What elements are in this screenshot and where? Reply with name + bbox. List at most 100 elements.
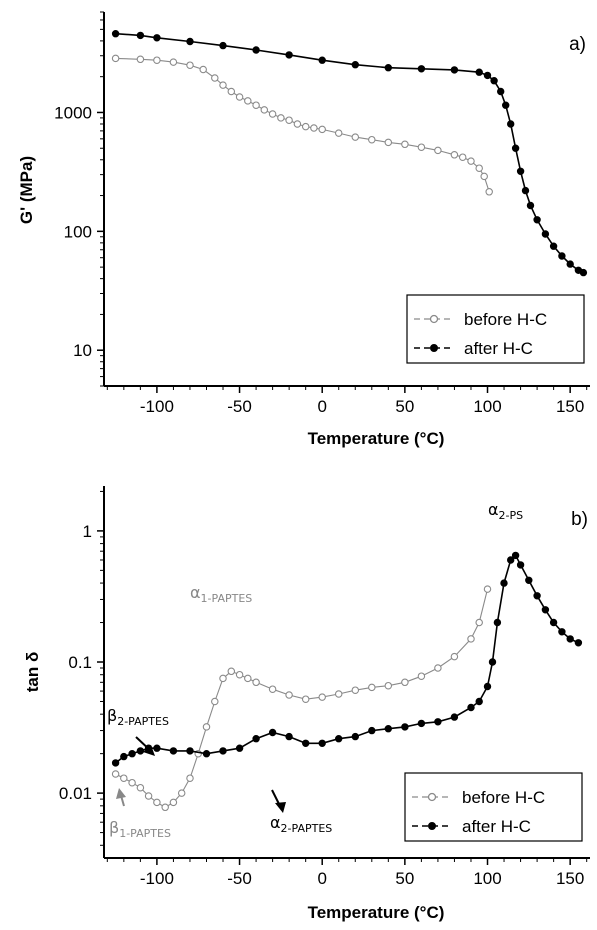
panel-b-x-axis-label: Temperature (°C) <box>308 903 445 922</box>
data-point-after-h-c <box>493 618 502 627</box>
data-point-after-h-c <box>434 718 442 726</box>
annotation-beta-2-paptes: β2-PAPTES <box>107 706 169 728</box>
data-point-before-h-c <box>186 774 194 782</box>
data-point-before-h-c <box>268 110 277 118</box>
data-point-after-h-c <box>511 144 520 152</box>
data-point-before-h-c <box>318 693 326 701</box>
series-line-after-h-c <box>115 32 584 274</box>
arrow-alpha2-paptes-head <box>275 802 286 813</box>
data-point-before-h-c <box>202 723 211 731</box>
panel-b-arrows <box>116 736 286 813</box>
data-point-before-h-c <box>111 54 120 63</box>
data-point-after-h-c <box>521 186 530 195</box>
data-point-after-h-c <box>202 750 211 758</box>
data-point-after-h-c <box>502 101 510 109</box>
data-point-after-h-c <box>153 744 161 752</box>
legend-marker-after <box>428 822 436 830</box>
data-point-after-h-c <box>136 747 145 755</box>
arrow-beta1-head <box>116 788 126 799</box>
data-point-after-h-c <box>219 747 227 755</box>
data-point-before-h-c <box>235 670 244 679</box>
data-point-after-h-c <box>566 635 574 643</box>
data-point-before-h-c <box>244 97 252 105</box>
data-point-after-h-c <box>483 682 492 691</box>
data-point-after-h-c <box>384 725 392 733</box>
x-tick-label: 150 <box>556 869 584 888</box>
data-point-before-h-c <box>450 652 459 661</box>
data-point-before-h-c <box>285 116 293 124</box>
data-point-after-h-c <box>318 739 326 747</box>
data-point-before-h-c <box>136 783 145 792</box>
data-point-before-h-c <box>458 153 467 161</box>
data-point-before-h-c <box>467 157 475 165</box>
panel-a-y-axis-label: G' (MPa) <box>17 156 36 224</box>
annotation-beta-1-paptes-sub: 1-PAPTES <box>119 827 171 840</box>
panel-b-y-axis-label: tan δ <box>23 652 42 693</box>
data-point-after-h-c <box>252 735 260 743</box>
data-point-before-h-c <box>301 695 310 703</box>
data-point-after-h-c <box>490 77 498 85</box>
data-point-after-h-c <box>549 242 558 250</box>
data-point-after-h-c <box>169 747 178 755</box>
data-point-after-h-c <box>111 759 120 767</box>
data-point-before-h-c <box>161 803 169 812</box>
panel-b: -100 -50 0 50 100 150 0.01 0.1 1 b) Temperature… <box>23 486 590 922</box>
data-point-before-h-c <box>177 789 186 797</box>
data-point-before-h-c <box>211 74 219 82</box>
data-point-before-h-c <box>368 135 376 144</box>
data-point-before-h-c <box>301 122 310 131</box>
x-tick-label: 0 <box>317 869 326 888</box>
data-point-after-h-c <box>136 31 145 40</box>
data-point-after-h-c <box>579 268 588 277</box>
data-point-after-h-c <box>268 728 277 737</box>
panel-b-legend: before H-C after H-C <box>404 772 583 842</box>
y-tick-label: 10 <box>73 341 92 360</box>
data-point-before-h-c <box>186 61 194 69</box>
data-point-before-h-c <box>384 681 393 690</box>
data-point-after-h-c <box>475 697 483 706</box>
data-point-after-h-c <box>558 252 566 260</box>
annotation-alpha-2-paptes-sub: 2-PAPTES <box>281 822 333 835</box>
data-point-before-h-c <box>268 685 277 693</box>
data-point-after-h-c <box>401 723 409 731</box>
data-point-after-h-c <box>111 30 120 38</box>
x-tick-label: 50 <box>395 397 414 416</box>
data-point-before-h-c <box>252 678 260 687</box>
data-point-before-h-c <box>277 114 285 122</box>
data-point-before-h-c <box>169 58 178 66</box>
data-point-before-h-c <box>128 778 136 787</box>
x-tick-label: 50 <box>395 869 414 888</box>
data-point-before-h-c <box>318 125 326 134</box>
data-point-before-h-c <box>467 635 475 643</box>
data-point-before-h-c <box>199 65 207 74</box>
series-line-after-h-c <box>115 554 579 764</box>
annotation-beta-1-paptes-main: β <box>109 818 119 837</box>
y-tick-label: 1000 <box>54 103 92 122</box>
data-point-after-h-c <box>285 732 293 741</box>
data-point-before-h-c <box>483 585 492 593</box>
data-point-after-h-c <box>368 726 376 735</box>
data-point-before-h-c <box>252 101 260 109</box>
panel-b-series <box>111 551 583 812</box>
data-point-before-h-c <box>417 143 426 151</box>
legend-marker-before <box>429 314 439 324</box>
y-tick-label: 100 <box>64 222 92 241</box>
x-tick-label: -50 <box>227 397 252 416</box>
y-tick-label: 1 <box>83 522 92 541</box>
data-point-after-h-c <box>450 66 459 74</box>
data-point-before-h-c <box>211 697 219 706</box>
data-point-before-h-c <box>153 56 161 64</box>
data-point-after-h-c <box>488 658 497 666</box>
legend-marker-before <box>427 792 437 802</box>
y-tick-label: 0.1 <box>68 653 92 672</box>
data-point-after-h-c <box>533 592 541 600</box>
data-point-before-h-c <box>384 138 393 147</box>
data-point-after-h-c <box>549 618 558 627</box>
data-point-after-h-c <box>516 167 525 176</box>
annotation-beta-2-paptes-sub: 2-PAPTES <box>117 715 169 728</box>
legend-label-after: after H-C <box>462 817 531 836</box>
panel-a-y-ticks: 10 100 1000 <box>54 11 104 387</box>
data-point-before-h-c <box>417 672 426 680</box>
panel-b-y-ticks: 0.01 0.1 1 <box>59 490 104 846</box>
